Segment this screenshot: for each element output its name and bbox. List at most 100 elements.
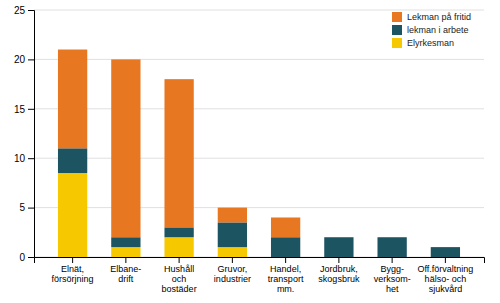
bar [111,237,140,247]
legend-swatch [392,38,402,48]
tick-mark [179,257,180,263]
legend: Lekman på fritid lekman i arbete Elyrkesma… [392,12,471,48]
tick-label-line: transport [268,274,304,284]
tick-mark [28,158,34,159]
tick-label-line: Hushåll [164,264,194,274]
bar [324,237,353,238]
tick: Bygg-verksom-het [374,257,411,294]
tick-label: 20 [14,54,26,65]
tick-label: 0 [19,252,25,263]
bar [164,79,193,227]
bar [377,237,406,238]
tick-mark [285,257,286,263]
tick-mark [28,59,34,60]
bar [58,173,87,257]
bar [431,247,460,248]
bar [164,237,193,257]
tick-mark [338,257,339,263]
tick-label-line: försörjning [52,274,94,284]
tick: 10 [14,153,34,164]
tick: 20 [14,54,34,65]
tick-label-line: Elbane- [110,264,141,274]
tick-label-line: hälso- och [425,274,467,284]
legend-item: Elyrkesman [392,38,454,48]
legend-item: Lekman på fritid [392,12,471,22]
axis-line [35,258,485,264]
tick-label-line: Jordbruk, [320,264,358,274]
tick-mark [232,257,233,263]
tick-label: Elbane-drift [110,264,141,284]
tick-label-line: mm. [277,284,295,294]
tick-label: 5 [19,202,25,213]
tick: 25 [14,5,34,16]
legend-label: lekman i arbete [407,25,469,35]
bar [58,148,87,173]
tick-label-line: verksom- [374,274,411,284]
tick: 15 [14,104,34,115]
legend-label: Elyrkesman [407,38,454,48]
tick-label: Gruvor,industrier [214,264,251,284]
series [58,173,247,257]
bar [218,247,247,257]
bar [111,247,140,257]
tick: Off.förvaltninghälso- ochsjukvård [417,257,473,294]
axis-line [28,11,35,258]
legend-item: lekman i arbete [392,25,469,35]
tick-label-line: Gruvor, [218,264,248,274]
tick-label-line: drift [118,274,134,284]
tick-mark [445,257,446,263]
grid-line [34,10,484,11]
tick-label: 25 [14,5,26,16]
chart: 0 5 10 15 20 25 Elnät,försörjning Elbane-drift H… [0,0,500,303]
tick: Jordbruk,skogsbruk [318,257,360,284]
grid-line [34,158,484,159]
tick-label: 15 [14,104,26,115]
bar [111,59,140,237]
tick-label: Elnät,försörjning [52,264,94,284]
tick-mark [125,257,126,263]
tick-label-line: Bygg- [380,264,404,274]
tick-mark [28,109,34,110]
bar [271,217,300,237]
tick-label: Hushållochbostäder [162,264,197,294]
y-axis: 0 5 10 15 20 25 [14,5,35,263]
bar [164,227,193,237]
tick: Gruvor,industrier [214,257,251,284]
grid [34,10,484,257]
tick: Handel,transportmm. [268,257,304,294]
tick-label: Handel,transportmm. [268,264,304,294]
legend-label: Lekman på fritid [407,12,471,22]
tick-label: Jordbruk,skogsbruk [318,264,360,284]
bar [377,237,406,257]
tick-label-line: het [386,284,399,294]
bar [271,237,300,257]
tick-label: 10 [14,153,26,164]
tick-mark [72,257,73,263]
tick-mark [28,208,34,209]
tick-label-line: bostäder [162,284,197,294]
legend-swatch [392,12,402,22]
tick-label-line: Elnät, [61,264,84,274]
bars [58,50,460,257]
bar [218,208,247,223]
grid-line [34,207,484,208]
tick-label-line: industrier [214,274,251,284]
tick: 0 [19,252,34,263]
tick-label-line: Handel, [270,264,301,274]
grid-line [34,59,484,60]
series [58,50,300,238]
bar [324,237,353,257]
tick-mark [28,10,34,11]
grid-line [34,108,484,109]
bar [58,50,87,149]
tick: 5 [19,202,34,213]
tick-label-line: och [172,274,187,284]
tick-label-line: Off.förvaltning [417,264,473,274]
tick-label-line: sjukvård [429,284,463,294]
tick-label-line: skogsbruk [318,274,360,284]
tick: Elnät,försörjning [52,257,94,284]
tick-label: Bygg-verksom-het [374,264,411,294]
tick-label: Off.förvaltninghälso- ochsjukvård [417,264,473,294]
plot: 0 5 10 15 20 25 Elnät,försörjning Elbane-drift H… [14,5,485,294]
tick-mark [392,257,393,263]
